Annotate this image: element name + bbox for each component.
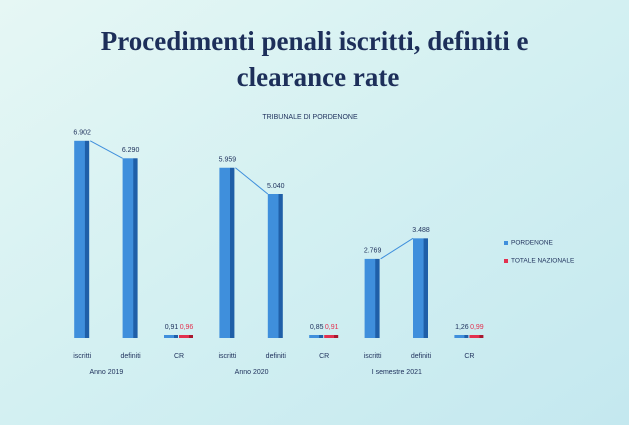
bar [309, 335, 324, 338]
bar [267, 194, 283, 338]
x-tick-label: definiti [120, 353, 141, 360]
connector [380, 237, 414, 260]
x-tick-label: definiti [266, 353, 287, 360]
connector [235, 167, 269, 195]
data-label: 0,99 [470, 324, 484, 331]
x-tick-label: CR [319, 353, 329, 360]
x-tick-label: iscritti [218, 353, 236, 360]
data-label: 6.902 [73, 130, 91, 137]
chart-title: Procedimenti penali iscritti, definiti e… [101, 26, 535, 92]
data-label: 2.769 [364, 248, 382, 255]
group-label: Anno 2020 [235, 369, 269, 376]
data-label: 0,85 [310, 324, 324, 331]
bar [469, 335, 484, 338]
bar [122, 158, 138, 338]
x-tick-label: definiti [411, 353, 432, 360]
data-label: 5.959 [219, 157, 237, 164]
data-label: 5.040 [267, 183, 285, 190]
bar [454, 335, 469, 338]
group-label: I semestre 2021 [372, 369, 422, 376]
legend-swatch [504, 259, 508, 263]
chart-subtitle: TRIBUNALE DI PORDENONE [262, 114, 358, 121]
bar [219, 167, 235, 338]
x-tick-label: iscritti [73, 353, 91, 360]
bar [179, 335, 193, 338]
data-label: 1,26 [455, 324, 469, 331]
bar [324, 335, 339, 338]
data-label: 0,91 [325, 324, 339, 331]
bar [364, 258, 380, 338]
x-tick-label: CR [174, 353, 184, 360]
legend-label: TOTALE NAZIONALE [511, 258, 575, 265]
connector [89, 140, 123, 159]
legend-swatch [504, 241, 508, 245]
bar [413, 238, 428, 338]
x-tick-label: CR [464, 353, 474, 360]
group-label: Anno 2019 [89, 369, 123, 376]
data-label: 0,96 [180, 324, 194, 331]
legend-label: PORDENONE [511, 240, 554, 247]
bar [164, 335, 178, 338]
data-label: 0,91 [165, 324, 179, 331]
title-line: Procedimenti penali iscritti, definiti e [101, 26, 529, 56]
data-label: 3.488 [412, 227, 430, 234]
data-label: 6.290 [122, 147, 140, 154]
bar [74, 140, 90, 338]
title-line: clearance rate [237, 62, 400, 92]
x-tick-label: iscritti [364, 353, 382, 360]
